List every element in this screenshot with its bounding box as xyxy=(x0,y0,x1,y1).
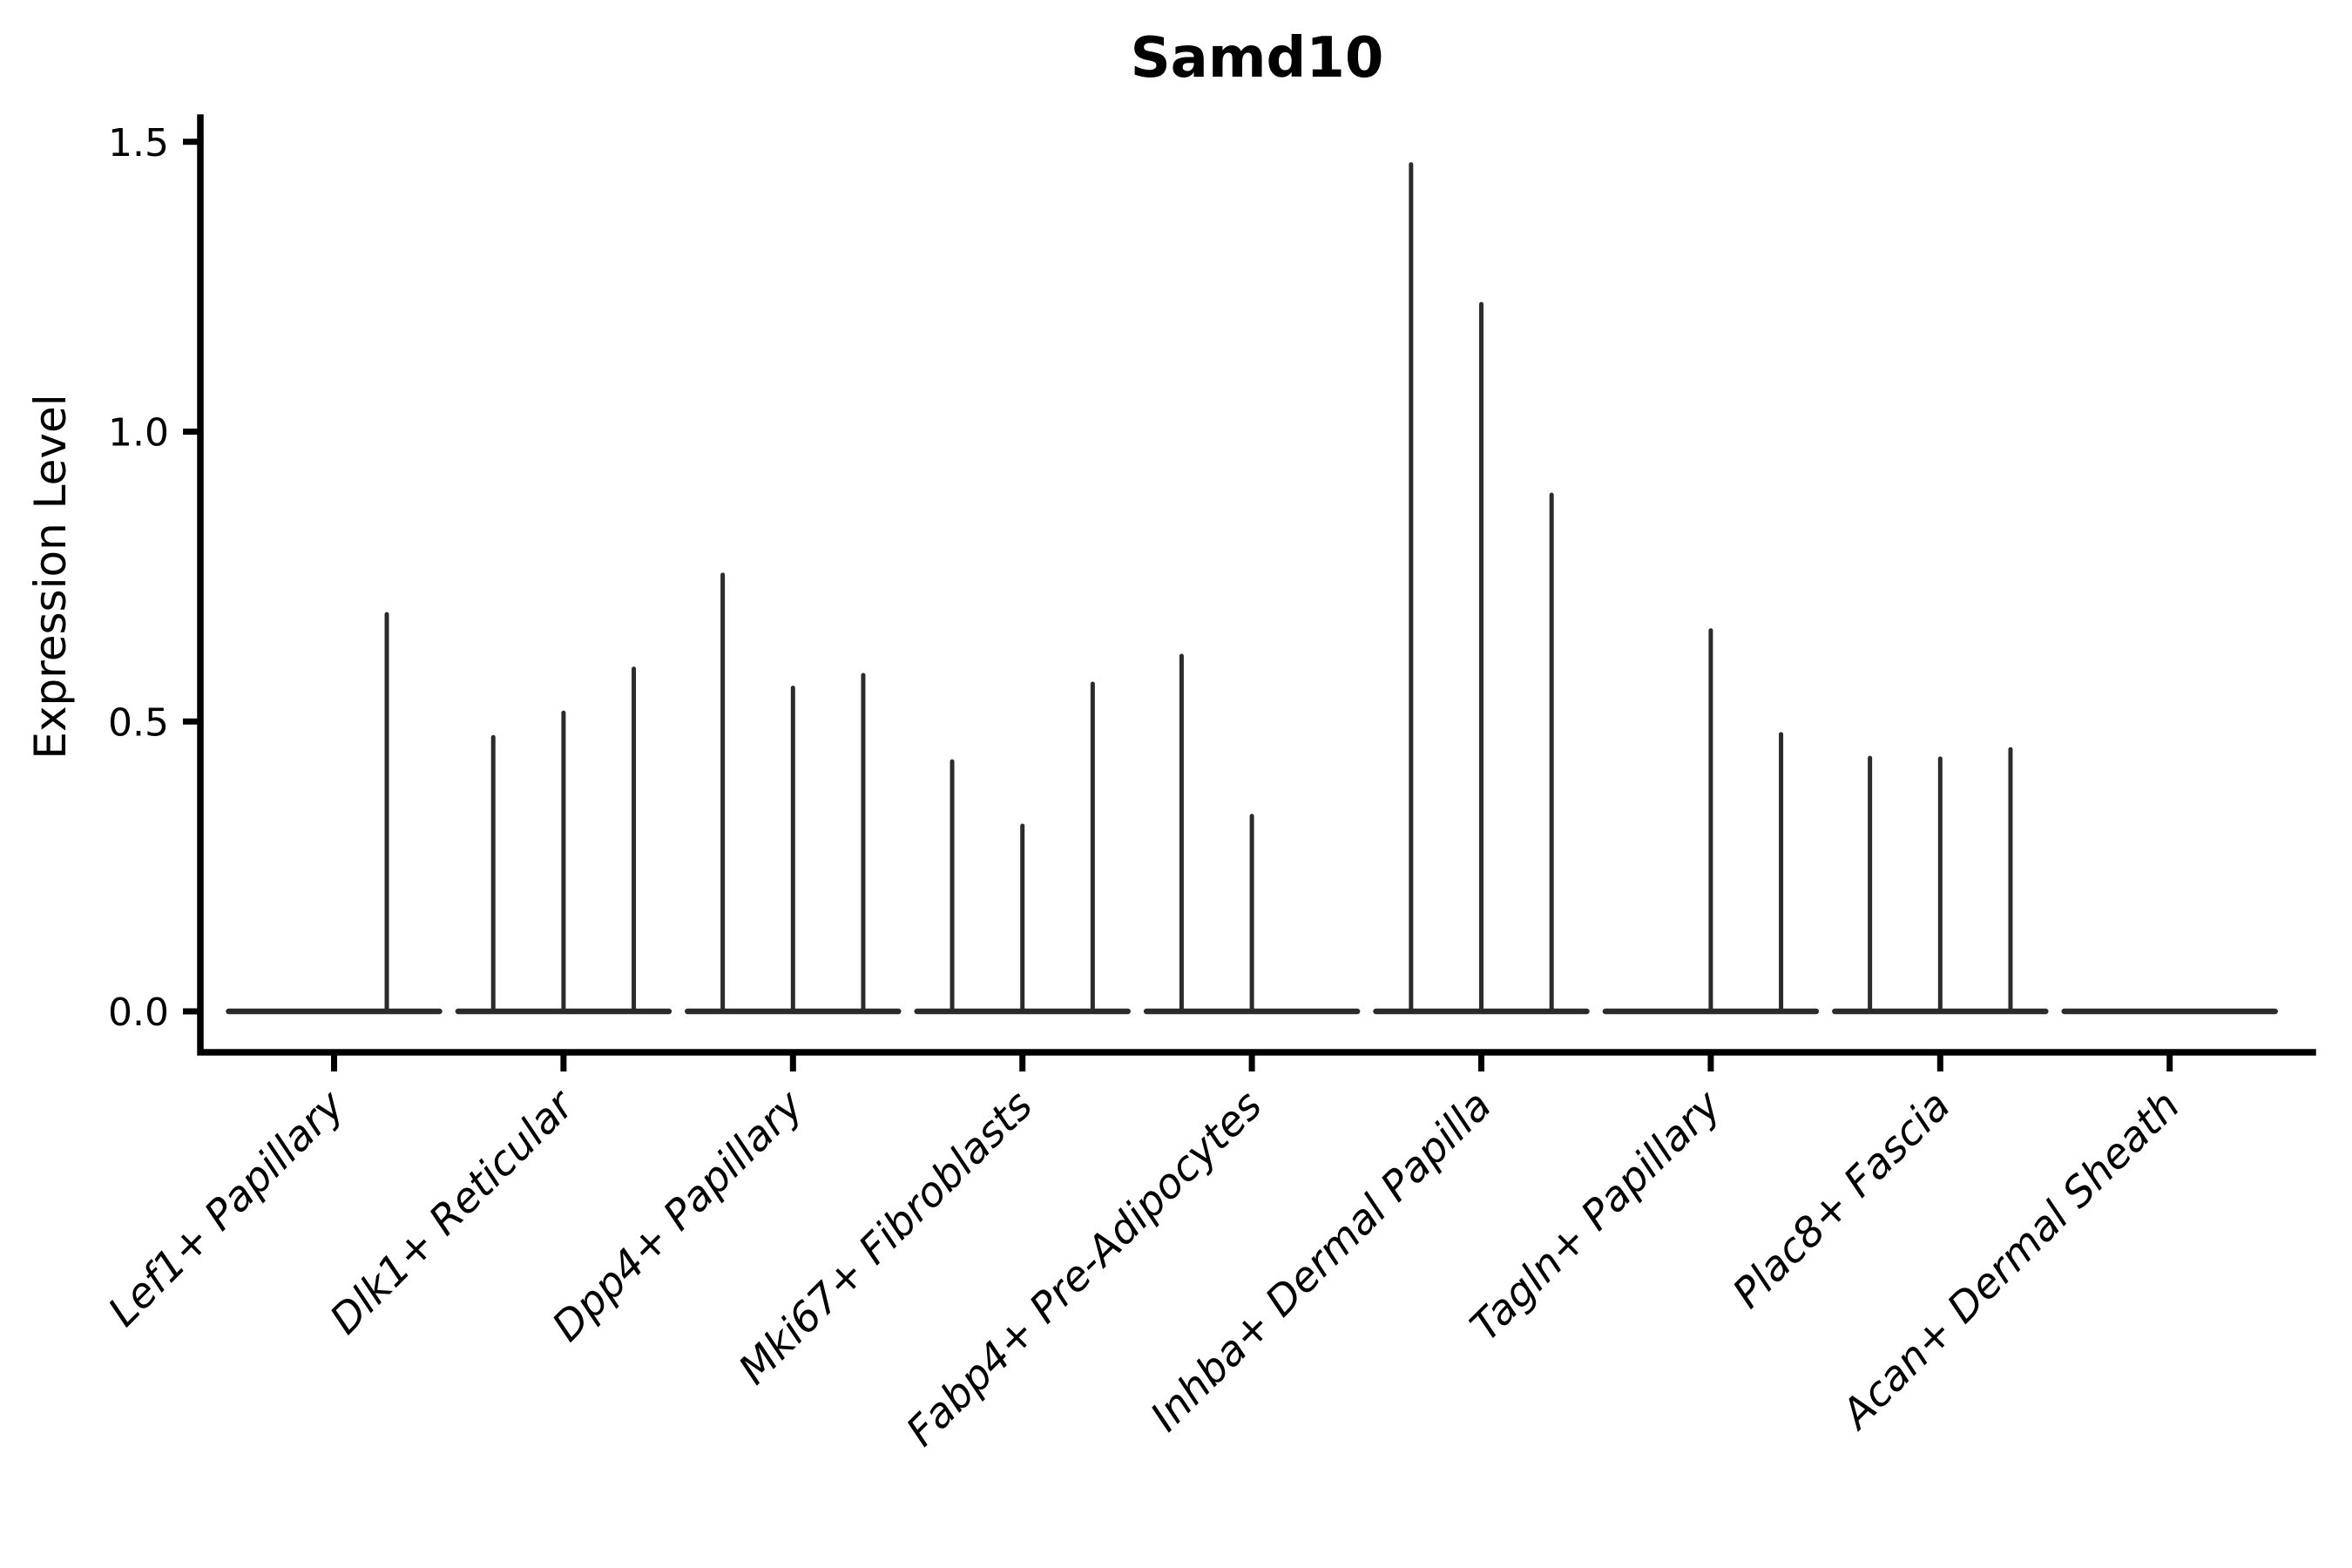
y-tick-label: 1.5 xyxy=(108,121,169,166)
y-tick-label: 0.5 xyxy=(108,700,169,745)
y-tick-label: 1.0 xyxy=(108,411,169,456)
y-axis-label: Expression Level xyxy=(25,394,76,759)
axis-spines xyxy=(197,114,2316,1056)
x-tick-label: Dpp4+ Papillary xyxy=(544,1081,814,1351)
y-tick-label: 0.0 xyxy=(108,990,169,1035)
x-tick-label: Tagln+ Papillary xyxy=(1462,1081,1732,1351)
x-tick-label: Dlk1+ Reticular xyxy=(321,1080,585,1344)
x-tick-label: Plac8+ Fascia xyxy=(1724,1082,1960,1318)
x-tick-label: Lef1+ Papillary xyxy=(99,1081,355,1336)
chart-title: Samd10 xyxy=(1131,26,1384,91)
